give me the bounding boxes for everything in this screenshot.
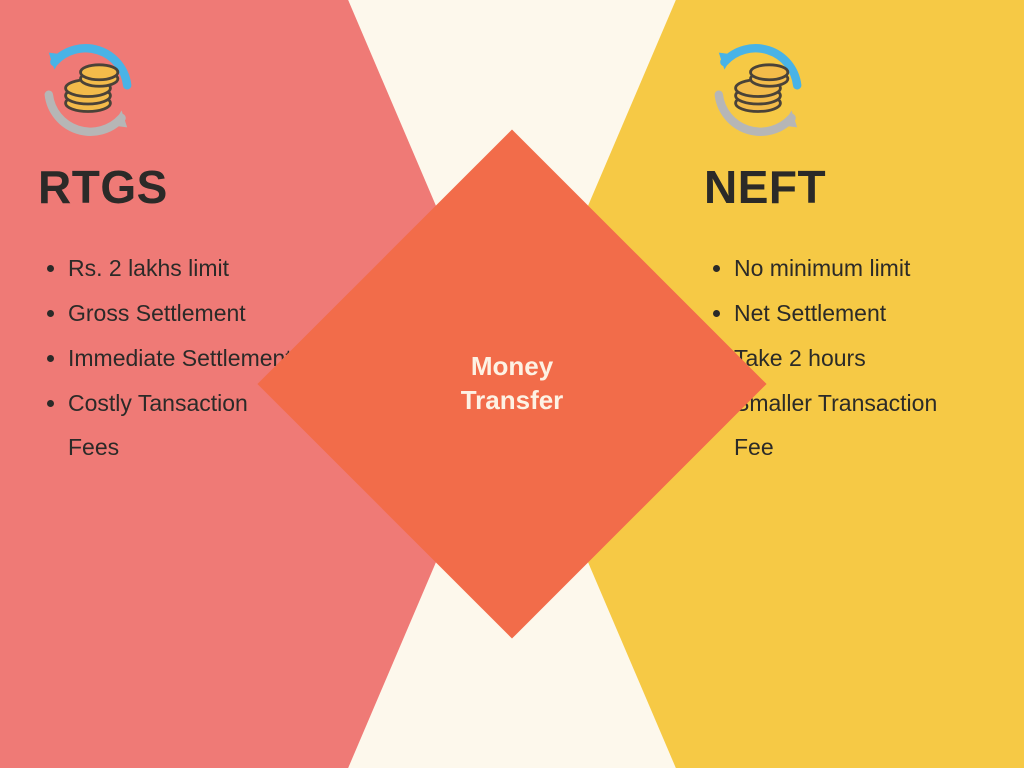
list-item: Costly Tansaction Fees — [68, 381, 292, 471]
money-cycle-icon — [702, 34, 814, 146]
list-item: Smaller Transaction Fee — [734, 381, 974, 471]
list-item: Gross Settlement — [68, 291, 292, 336]
left-title: RTGS — [38, 160, 292, 214]
right-panel-content: NEFT No minimum limit Net Settlement Tak… — [694, 0, 1024, 504]
left-bullet-list: Rs. 2 lakhs limit Gross Settlement Immed… — [38, 246, 292, 470]
left-panel-content: RTGS Rs. 2 lakhs limit Gross Settlement … — [0, 0, 330, 504]
list-item: Rs. 2 lakhs limit — [68, 246, 292, 291]
money-cycle-icon — [32, 34, 144, 146]
list-item: Take 2 hours — [734, 336, 974, 381]
list-item: Immediate Settlement — [68, 336, 292, 381]
right-bullet-list: No minimum limit Net Settlement Take 2 h… — [704, 246, 974, 470]
list-item: Net Settlement — [734, 291, 974, 336]
infographic-canvas: RTGS Rs. 2 lakhs limit Gross Settlement … — [0, 0, 1024, 768]
list-item: No minimum limit — [734, 246, 974, 291]
center-label: Money Transfer — [461, 350, 564, 418]
right-title: NEFT — [704, 160, 974, 214]
